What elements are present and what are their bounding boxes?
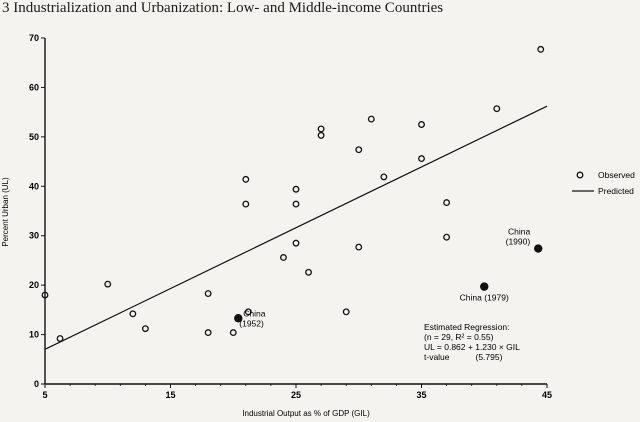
annotation-line: UL = 0.862 + 1.230 × GIL bbox=[424, 342, 520, 352]
observed-point bbox=[56, 335, 64, 342]
y-tick-label: 0 bbox=[34, 379, 39, 389]
observed-point bbox=[244, 308, 252, 316]
annotation-line: Estimated Regression: bbox=[424, 322, 510, 332]
legend-label: Observed bbox=[598, 170, 635, 180]
y-tick-label: 70 bbox=[29, 33, 39, 43]
observed-point bbox=[129, 310, 137, 318]
legend-label: Predicted bbox=[598, 186, 634, 196]
regression-line bbox=[44, 105, 548, 350]
regression-annotation: Estimated Regression:(n = 29, R² = 0.55)… bbox=[424, 322, 520, 362]
observed-point bbox=[242, 175, 250, 183]
y-tick-label: 20 bbox=[29, 280, 39, 290]
observed-point bbox=[141, 325, 149, 333]
y-axis-label: Percent Urban (UL) bbox=[1, 177, 10, 247]
x-tick-label: 25 bbox=[291, 390, 301, 400]
chart-title: 3 Industrialization and Urbanization: Lo… bbox=[2, 0, 444, 16]
y-tick-label: 10 bbox=[29, 330, 39, 340]
x-tick-label: 15 bbox=[165, 390, 175, 400]
annotation-line: (n = 29, R² = 0.55) bbox=[424, 332, 494, 342]
observed-point bbox=[292, 239, 300, 247]
observed-point bbox=[242, 200, 250, 208]
y-tick-label: 50 bbox=[29, 132, 39, 142]
observed-point bbox=[280, 254, 287, 261]
y-tick-label: 60 bbox=[29, 82, 39, 92]
x-tick-label: 5 bbox=[42, 390, 47, 400]
ticks: 5 15 25 35 45 0 10 20 30 40 50 60 70 bbox=[29, 33, 552, 400]
x-tick-label: 45 bbox=[542, 390, 552, 400]
observed-point bbox=[355, 146, 363, 154]
y-tick-label: 40 bbox=[29, 181, 39, 191]
observed-point bbox=[367, 115, 375, 123]
china-point-label: China (1979) bbox=[460, 293, 509, 303]
china-point bbox=[480, 282, 489, 291]
observed-point bbox=[380, 173, 388, 181]
china-point-label: China (1990) bbox=[506, 227, 531, 247]
observed-point bbox=[229, 329, 237, 337]
observed-point bbox=[292, 200, 300, 208]
observed-point bbox=[204, 290, 212, 297]
observed-point bbox=[41, 291, 49, 299]
x-tick-label: 35 bbox=[416, 390, 426, 400]
observed-point bbox=[292, 185, 300, 193]
observed-point bbox=[204, 329, 212, 337]
x-axis-label: Industrial Output as % of GDP (GIL) bbox=[242, 409, 370, 418]
china-points: China (1952) China (1979) China (1990) bbox=[234, 227, 543, 328]
data-points bbox=[41, 45, 545, 342]
legend-observed-marker bbox=[576, 171, 584, 179]
observed-point bbox=[418, 121, 425, 128]
observed-point bbox=[493, 105, 501, 113]
observed-point bbox=[418, 155, 425, 163]
y-tick-label: 30 bbox=[29, 231, 39, 241]
observed-point bbox=[342, 308, 350, 316]
observed-point bbox=[443, 233, 451, 241]
china-point bbox=[534, 244, 543, 253]
annotation-line: t-value (5.795) bbox=[424, 352, 503, 362]
observed-point bbox=[443, 199, 451, 207]
observed-point bbox=[317, 131, 325, 139]
predicted-line bbox=[44, 105, 548, 350]
china-point-label: China (1952) bbox=[239, 308, 265, 328]
observed-point bbox=[537, 45, 545, 53]
observed-point bbox=[355, 243, 363, 251]
china-point bbox=[234, 314, 243, 323]
observed-point bbox=[305, 268, 312, 276]
legend: Observed Predicted bbox=[572, 170, 635, 196]
observed-point bbox=[104, 280, 112, 288]
observed-point bbox=[317, 125, 325, 133]
